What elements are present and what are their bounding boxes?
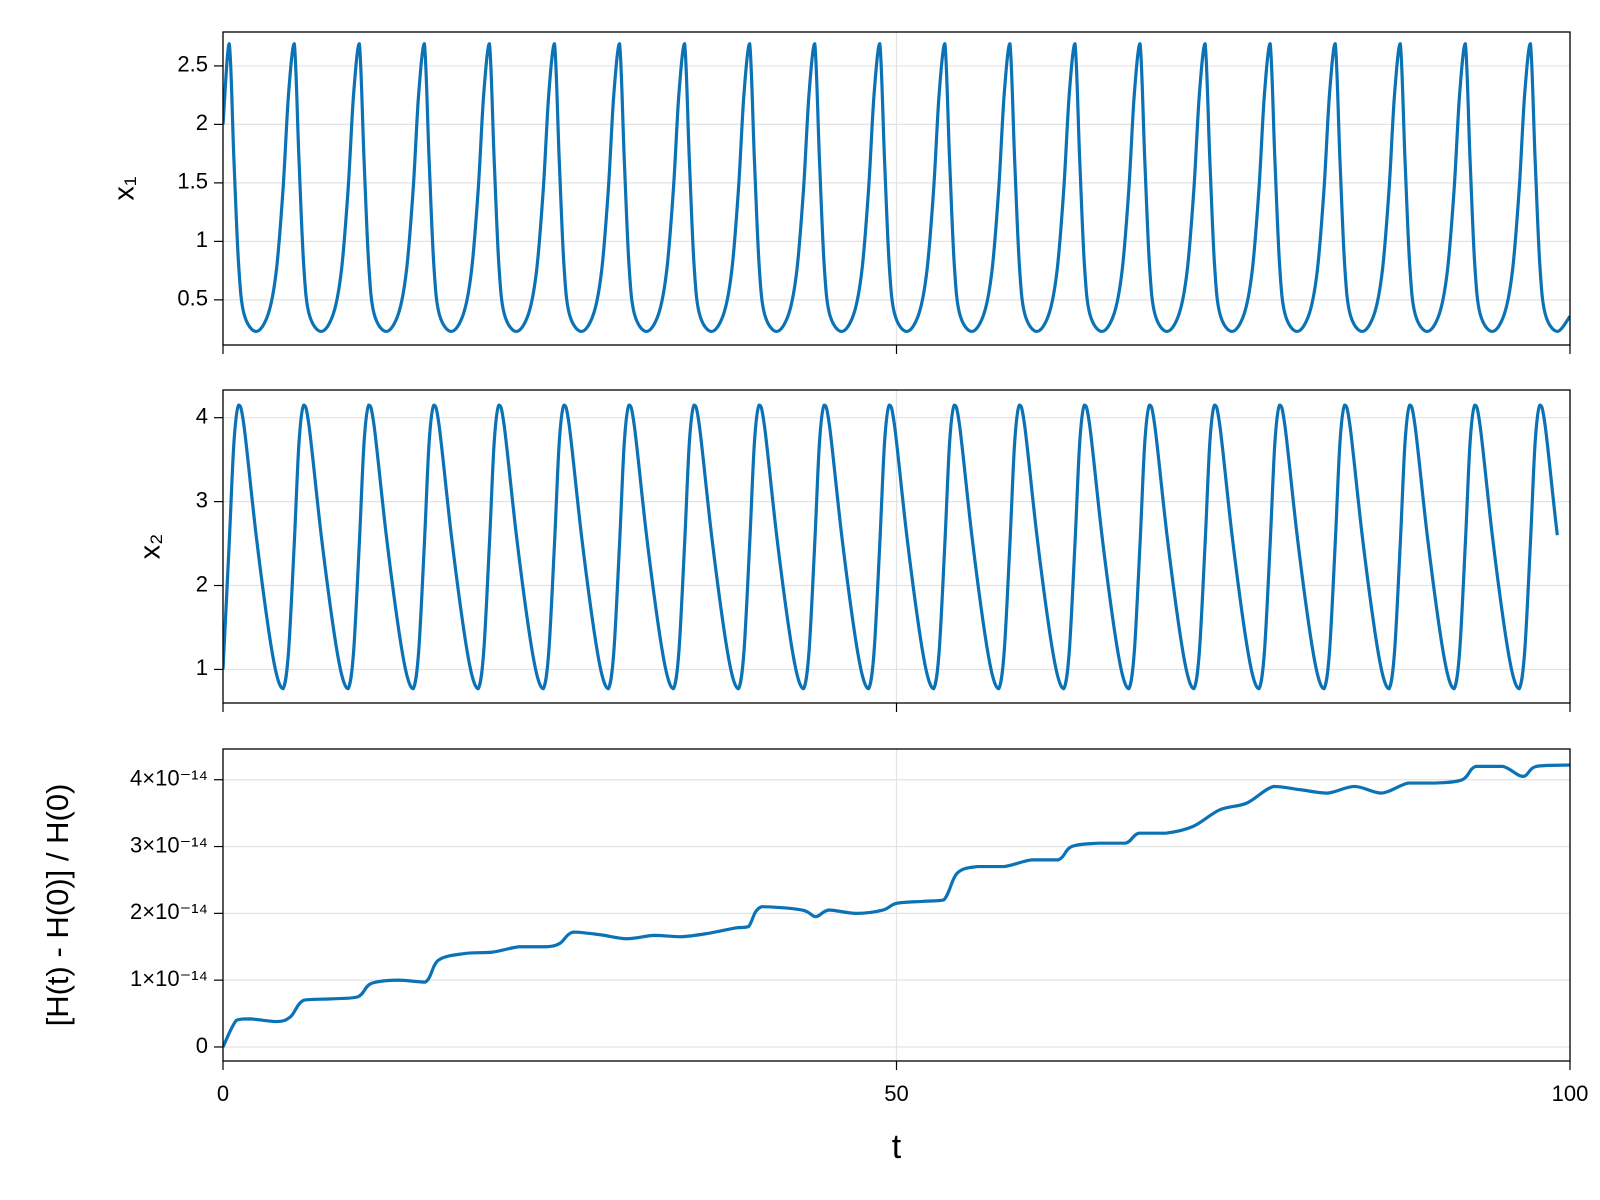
y-tick-label: 2.5: [177, 52, 208, 77]
y-tick-label: 1×10⁻¹⁴: [130, 966, 208, 991]
y-tick-label: 1.5: [177, 169, 208, 194]
x-axis-label: t: [892, 1128, 902, 1166]
y-axis-label: x₁: [109, 176, 141, 201]
plot-frame: [222, 389, 1571, 704]
y-tick-label: 3×10⁻¹⁴: [130, 832, 208, 857]
y-tick-label: 2×10⁻¹⁴: [130, 899, 208, 924]
y-tick-label: 1: [196, 655, 208, 680]
y-tick-label: 2: [196, 571, 208, 596]
y-tick-label: 4×10⁻¹⁴: [130, 766, 208, 791]
data-line: [223, 763, 1570, 1048]
x-tick-label: 100: [1552, 1081, 1589, 1106]
data-line: [223, 42, 1570, 334]
y-tick-label: 0.5: [177, 286, 208, 311]
x-tick-label: 50: [884, 1081, 908, 1106]
y-axis-label: x₂: [135, 534, 167, 560]
data-line: [223, 403, 1559, 691]
y-tick-label: 4: [196, 404, 208, 429]
y-axis-label: [H(t) - H(0)] / H(0): [40, 784, 75, 1027]
plot-frame: [222, 748, 1571, 1062]
y-tick-label: 3: [196, 487, 208, 512]
plot-frame: [222, 31, 1571, 346]
y-tick-label: 0: [196, 1033, 208, 1058]
y-tick-label: 1: [196, 227, 208, 252]
x-tick-label: 0: [217, 1081, 229, 1106]
y-tick-label: 2: [196, 110, 208, 135]
